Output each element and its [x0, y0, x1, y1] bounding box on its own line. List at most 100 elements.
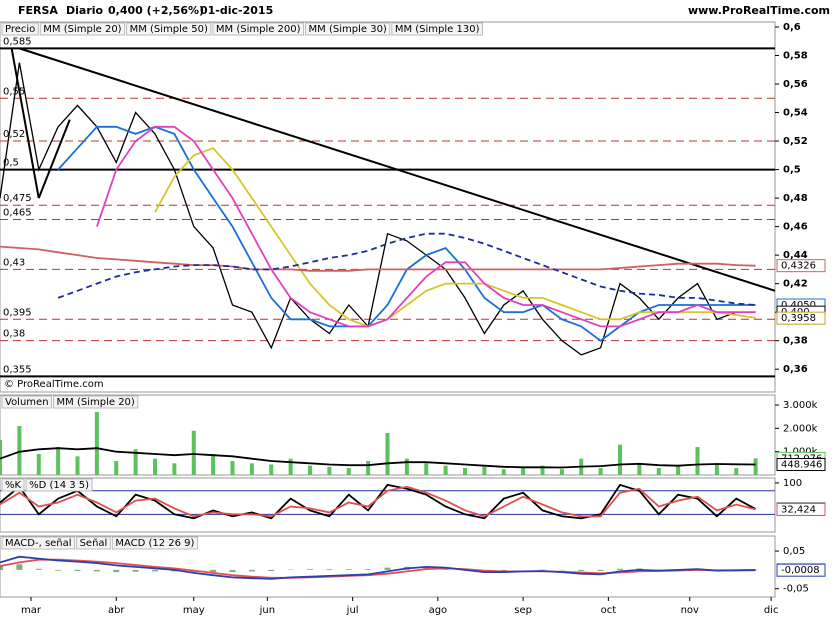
macd-histogram-bar: [55, 569, 62, 571]
macd-histogram-bar: [268, 569, 275, 572]
volume-bar: [75, 456, 80, 475]
trendline: [19, 47, 776, 292]
volume-bar: [482, 466, 487, 475]
y-tick-label: 0,44: [783, 250, 808, 261]
series-line: [0, 485, 756, 518]
macd-histogram-bar: [578, 569, 585, 572]
level-label: 0,585: [3, 36, 32, 47]
y-tick-label: 0,36: [783, 364, 808, 375]
volume-bar: [56, 447, 61, 475]
value-box-label: 448.946: [781, 460, 822, 471]
level-label: 0,55: [3, 86, 25, 97]
legend-entry: %D (14 3 5): [29, 480, 89, 491]
volume-bar: [559, 469, 564, 475]
volume-bar: [424, 463, 429, 475]
volume-bar: [714, 463, 719, 475]
legend-box: [1, 395, 53, 409]
macd-histogram-bar: [210, 569, 217, 573]
legend-box: [1, 22, 39, 36]
macd-histogram-bar: [113, 569, 120, 573]
volume-bar: [36, 454, 41, 475]
macd-histogram-bar: [345, 569, 352, 570]
legend-entry: MM (Simple 30): [309, 24, 387, 35]
value-box: [776, 563, 826, 577]
legend-box: [391, 22, 483, 36]
trendline: [10, 48, 40, 199]
macd-histogram-bar: [152, 569, 158, 572]
y-tick-label: 2.000k: [783, 423, 818, 434]
legend-entry: MM (Simple 50): [130, 24, 208, 35]
volume-bar: [618, 444, 622, 475]
volume-bar: [346, 468, 351, 475]
value-box-label: 0,4326: [781, 261, 816, 272]
volume-bar: [133, 449, 138, 475]
macd-histogram-bar: [500, 569, 507, 571]
volume-bar: [637, 463, 642, 475]
level-label: 0,475: [3, 193, 32, 204]
x-tick-label: jun: [259, 605, 275, 616]
volume-bar: [211, 454, 216, 475]
macd-histogram-bar: [617, 568, 623, 570]
value-box-label: 32,424: [781, 504, 816, 515]
volume-bar: [230, 461, 235, 475]
value-box-label: -0,0008: [781, 565, 820, 576]
trendline: [37, 119, 71, 199]
volume-bar: [172, 463, 177, 475]
legend-entry: Señal: [80, 538, 108, 549]
macd-histogram-bar: [35, 568, 42, 570]
legend-entry: MM (Simple 20): [57, 397, 135, 408]
x-tick-label: may: [183, 605, 205, 616]
macd-histogram-bar: [307, 569, 313, 570]
legend-entry: MACD (12 26 9): [115, 538, 194, 549]
x-tick-label: ago: [429, 605, 448, 616]
value-box-label: 0,3958: [781, 313, 816, 324]
legend-entry: Volumen: [5, 397, 49, 408]
last-price: 0,400 (+2,56%): [108, 4, 204, 17]
volume-bar: [656, 468, 661, 475]
legend-box: [305, 22, 391, 36]
watermark: © ProRealTime.com: [4, 379, 104, 390]
macd-histogram-bar: [442, 569, 449, 570]
x-tick-label: abr: [108, 605, 125, 616]
volume-bar: [327, 466, 332, 475]
level-label: 0,43: [3, 257, 25, 268]
y-tick-label: 0,48: [783, 193, 808, 204]
series-line: [0, 62, 756, 356]
value-box-label: 0,4050: [781, 300, 816, 311]
legend-box: [76, 536, 111, 550]
macd-histogram-bar: [384, 567, 391, 570]
volume-bar: [94, 412, 99, 475]
macd-histogram-bar: [132, 569, 139, 572]
value-box: [776, 502, 826, 516]
period: Diario: [66, 4, 104, 17]
level-label: 0,395: [3, 307, 32, 318]
y-tick-label: 0,6: [783, 22, 801, 33]
legend-box: [1, 536, 76, 550]
macd-histogram-bar: [93, 569, 100, 572]
volume-bar: [463, 468, 467, 475]
volume-bar: [734, 468, 739, 475]
site: www.ProRealTime.com: [688, 4, 830, 17]
legend-box: [1, 478, 25, 492]
level-label: 0,38: [3, 329, 25, 340]
x-tick-label: jul: [346, 605, 359, 616]
volume-bar: [404, 458, 409, 475]
symbol: FERSA: [18, 4, 58, 17]
level-label: 0,355: [3, 364, 32, 375]
volume-bar: [366, 461, 371, 475]
volume-bar: [17, 426, 22, 475]
y-tick-label: 0,56: [783, 79, 808, 90]
legend-box: [53, 395, 139, 409]
value-box: [776, 259, 826, 273]
volume-bar: [443, 465, 448, 475]
x-tick-label: oct: [601, 605, 617, 616]
y-tick-label: 0,54: [783, 108, 808, 119]
macd-histogram-bar: [0, 566, 3, 570]
date: 01-dic-2015: [200, 4, 273, 17]
macd-histogram-bar: [16, 564, 23, 570]
volume-bar: [191, 430, 196, 475]
volume-bar: [153, 458, 157, 475]
series-line: [0, 447, 756, 469]
volume-bar: [308, 465, 312, 475]
